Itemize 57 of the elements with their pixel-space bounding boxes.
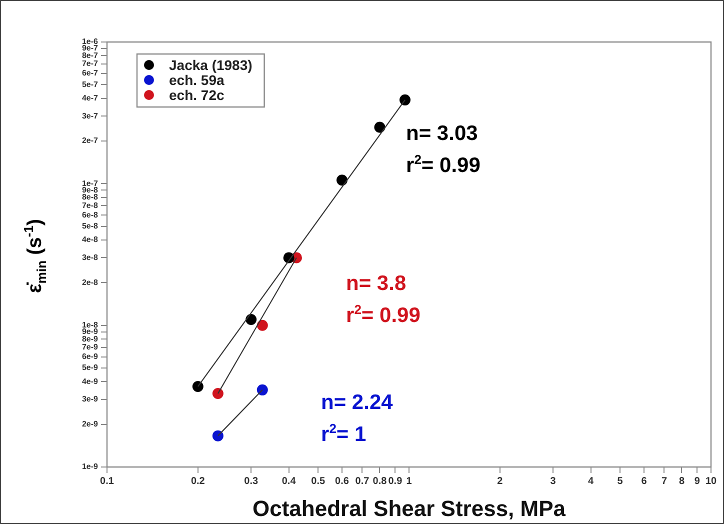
x-tick-label: 8 <box>678 476 685 487</box>
legend-label: ech. 72c <box>169 86 224 103</box>
legend-label: Jacka (1983) <box>169 56 252 73</box>
y-tick-label: 4e-8 <box>82 235 99 244</box>
x-tick-label: 9 <box>694 476 700 487</box>
x-axis-title: Octahedral Shear Stress, MPa <box>252 496 566 521</box>
y-tick-label: 3e-7 <box>82 111 99 120</box>
y-tick-label: 1e-6 <box>82 37 99 46</box>
y-tick-label: 6e-8 <box>82 210 99 220</box>
y-tick-label: 3e-8 <box>82 252 99 262</box>
y-tick-label: 6e-7 <box>82 68 99 78</box>
annotation: r$^{2}$= 0.99 <box>346 302 420 328</box>
y-tick-label: 7e-7 <box>82 59 99 68</box>
annotation: r$^{2}$= 0.99 <box>406 152 480 178</box>
y-tick-label: 8e-9 <box>82 334 99 344</box>
y-tick-label: 2e-7 <box>82 136 99 146</box>
y-tick-label: 8e-8 <box>82 192 99 202</box>
y-tick-label: 2e-9 <box>82 420 99 429</box>
x-tick-label: 0.5 <box>311 476 326 487</box>
annotation: n= 2.24 <box>321 391 393 415</box>
x-tick-label: 0.9 <box>388 476 403 487</box>
x-tick-label: 0.4 <box>282 476 296 487</box>
x-tick-label: 0.8 <box>372 476 388 487</box>
y-tick-label: 9e-9 <box>82 327 99 336</box>
x-tick-label: 7 <box>661 476 668 487</box>
annotation: r$^{2}$= 1 <box>321 421 366 447</box>
y-tick-label: 4e-9 <box>82 376 99 386</box>
x-tick-label: 5 <box>617 476 624 487</box>
y-tick-label: 3e-9 <box>82 394 99 404</box>
y-tick-label: 5e-8 <box>82 222 99 231</box>
y-tick-label: 2e-8 <box>82 278 99 287</box>
x-tick-label: 2 <box>497 476 504 487</box>
y-tick-label: 7e-9 <box>82 342 99 352</box>
x-tick-label: 3 <box>550 476 556 487</box>
x-tick-label: 0.6 <box>335 476 350 487</box>
x-tick-label: 0.7 <box>355 476 370 487</box>
annotation: n= 3.03 <box>406 122 478 146</box>
x-tick-label: 4 <box>588 476 594 487</box>
y-tick-label: 9e-7 <box>82 44 99 53</box>
y-tick-label: 6e-9 <box>82 352 99 361</box>
x-tick-label: 10 <box>705 476 717 487</box>
y-tick-label: 8e-7 <box>82 50 99 60</box>
y-tick-label: 4e-7 <box>82 94 99 103</box>
y-tick-label: 1e-9 <box>82 462 99 472</box>
y-tick-label: 5e-9 <box>82 363 99 372</box>
x-tick-label: 6 <box>641 476 648 487</box>
x-tick-label: 1 <box>406 476 412 487</box>
x-tick-label: 0.2 <box>190 476 206 487</box>
y-tick-label: 1e-8 <box>82 320 99 330</box>
x-tick-label: 0.1 <box>100 476 114 487</box>
y-tick-label: 1e-7 <box>82 178 99 188</box>
legend-label: ech. 59a <box>169 72 224 88</box>
x-tick-label: 0.3 <box>244 476 258 487</box>
y-tick-label: 9e-8 <box>82 185 99 194</box>
y-tick-label: 5e-7 <box>82 80 99 89</box>
y-tick-label: 7e-8 <box>82 200 99 210</box>
annotation: n= 3.8 <box>346 272 406 296</box>
